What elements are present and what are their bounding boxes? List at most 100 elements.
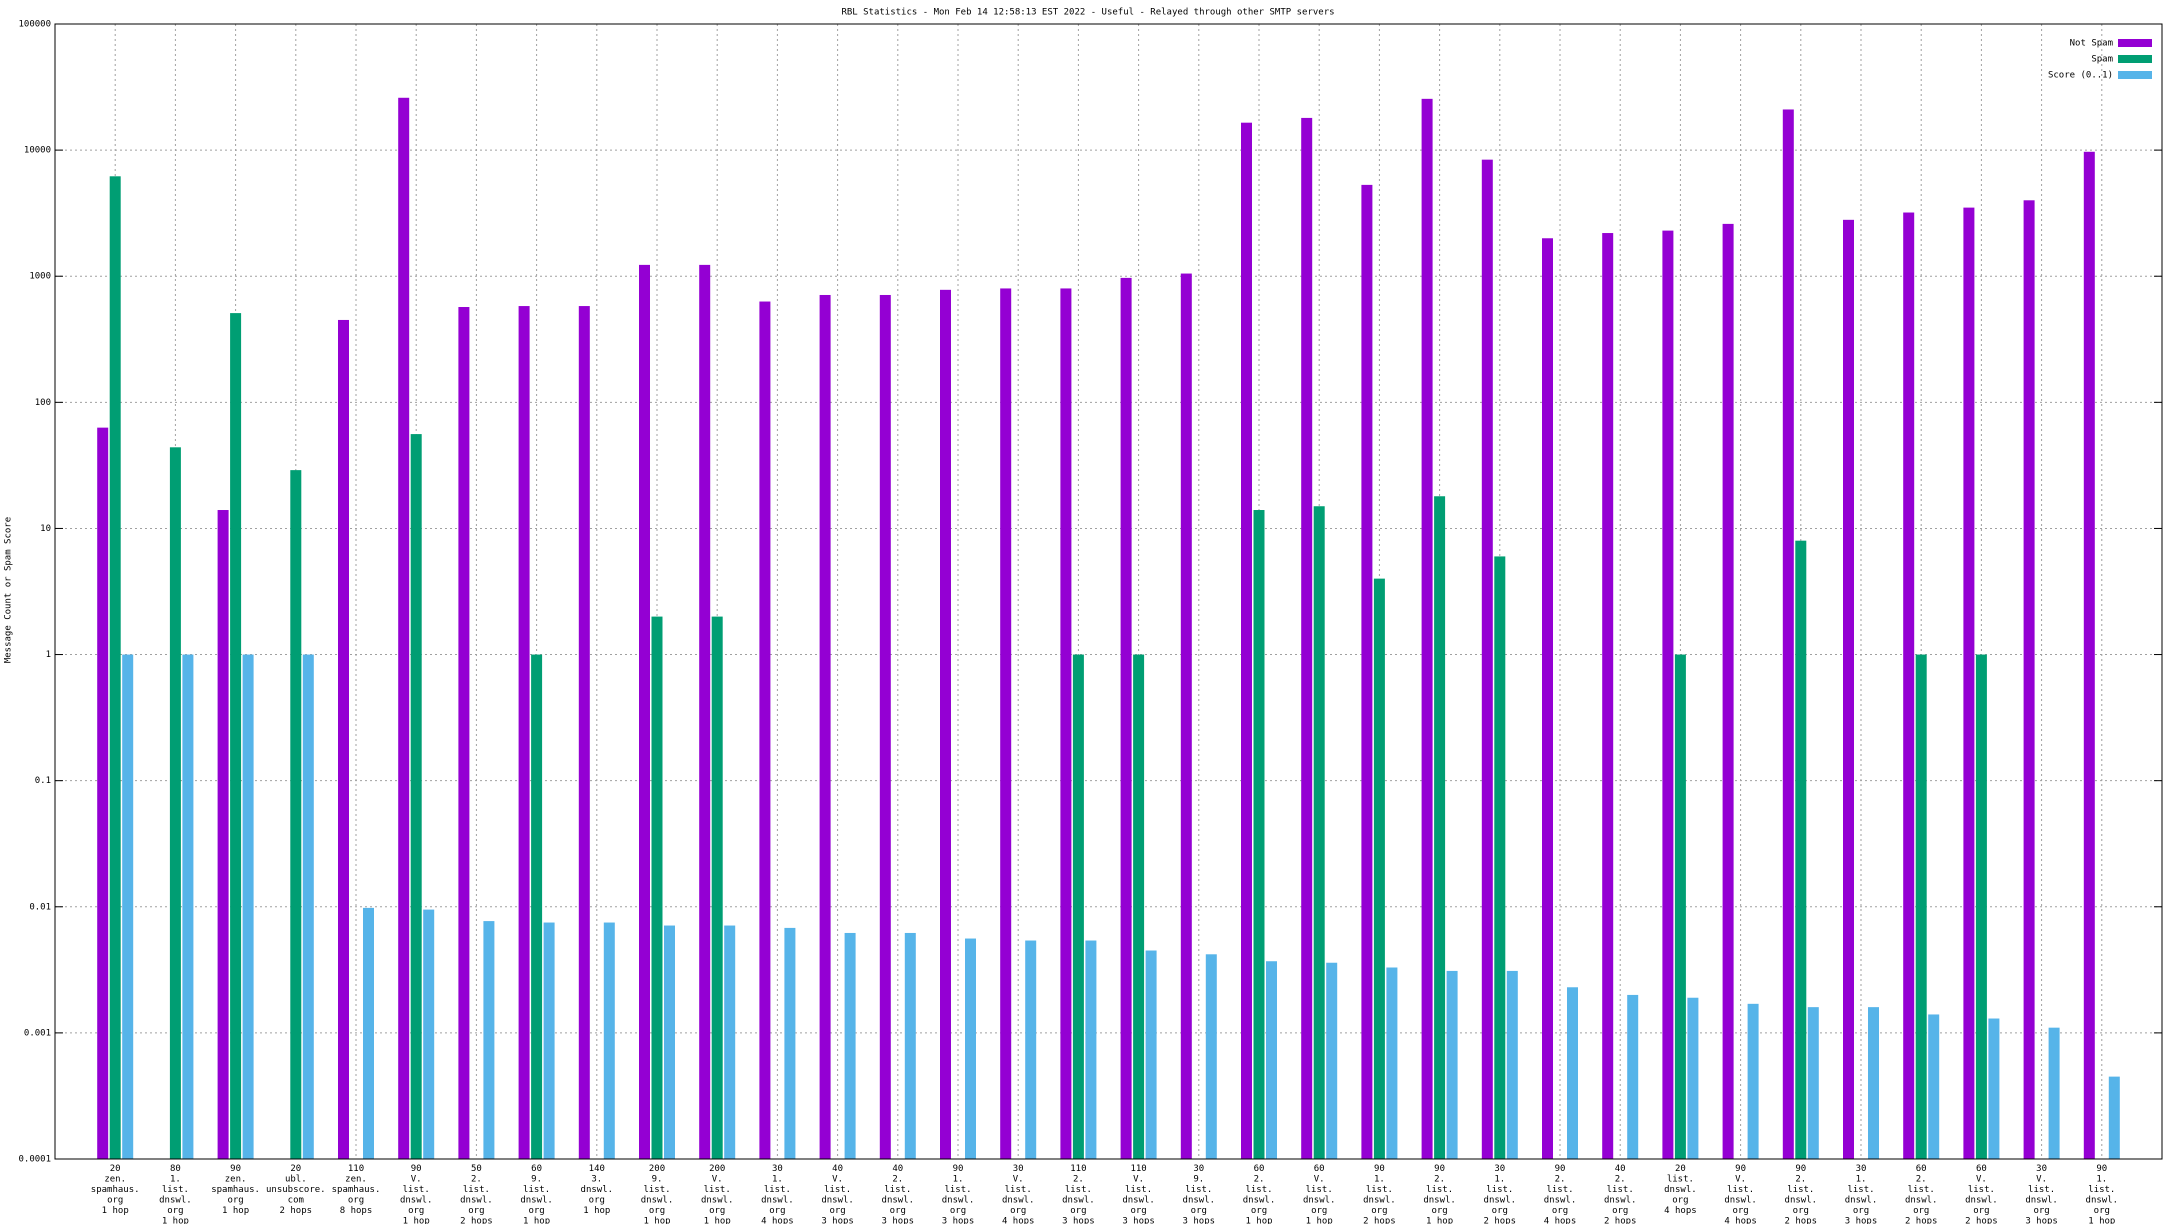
bar (2048, 1027, 2060, 1159)
x-tick-label-line: 90 (2096, 1164, 2107, 1174)
x-tick-label: 90 1. list. dnswl. org 2 hops (1363, 1164, 1396, 1224)
x-tick-label-line: V. (2036, 1174, 2047, 1184)
x-tick-label-line: 4 hops (761, 1216, 794, 1224)
x-tick-label-line: 9. (652, 1174, 663, 1184)
x-tick-label-line: 3 hops (1845, 1216, 1878, 1224)
bar (398, 97, 410, 1160)
x-tick-label: 60 V. list. dnswl. org 1 hop (1303, 1164, 1336, 1224)
x-tick-label: 60 V. list. dnswl. org 2 hops (1965, 1164, 1998, 1224)
x-tick-label-line: V. (1314, 1174, 1325, 1184)
x-tick-label-line: dnswl. (821, 1195, 854, 1205)
y-tick-label: 0.001 (24, 1028, 51, 1038)
bar (940, 289, 951, 1159)
x-tick-label-line: 20 (110, 1164, 121, 1174)
bar (1301, 117, 1313, 1159)
bar (1506, 970, 1518, 1159)
x-tick-label-line: dnswl. (1122, 1195, 1155, 1205)
bar (2083, 151, 2095, 1159)
x-tick-label-line: 1. (2096, 1174, 2107, 1184)
bar (1145, 950, 1157, 1159)
x-tick-label-line: 40 (1615, 1164, 1626, 1174)
x-tick-label-line: 200 (649, 1164, 665, 1174)
x-tick-label-line: dnswl. (882, 1195, 915, 1205)
bar (639, 264, 650, 1160)
x-tick-label-line: list. (1847, 1185, 1874, 1195)
x-tick-label: 90 2. list. dnswl. org 2 hops (1785, 1164, 1818, 1224)
x-tick-label-line: list. (1306, 1185, 1333, 1195)
x-tick-label-line: 90 (411, 1164, 422, 1174)
x-tick-label-line: 90 (1735, 1164, 1746, 1174)
x-tick-label-line: org (1070, 1206, 1086, 1216)
bar (518, 306, 530, 1159)
bar (338, 319, 349, 1160)
y-tick-label: 0.1 (35, 776, 51, 786)
x-tick-label-line: list. (1908, 1185, 1935, 1195)
x-tick-label-line: dnswl. (1604, 1195, 1637, 1205)
y-tick-label: 0.0001 (18, 1155, 51, 1165)
x-tick-label-line: org (890, 1206, 906, 1216)
bar (1481, 159, 1493, 1159)
x-tick-label-line: 40 (892, 1164, 903, 1174)
x-tick-label-line: org (1311, 1206, 1327, 1216)
x-tick-label-line: 2 hops (1363, 1216, 1396, 1224)
legend-label: Score (0..1) (2048, 71, 2113, 81)
bar (1782, 109, 1794, 1159)
bar (1928, 1014, 1940, 1159)
x-tick-label-line: org (1672, 1195, 1688, 1205)
x-tick-label-line: 110 (1070, 1164, 1086, 1174)
bar (1120, 277, 1132, 1159)
bar (1843, 219, 1854, 1159)
x-tick-label-line: org (950, 1206, 966, 1216)
x-tick-label: 200 9. list. dnswl. org 1 hop (641, 1164, 674, 1224)
x-tick-label-line: org (1371, 1206, 1387, 1216)
bar (217, 510, 229, 1159)
x-tick-label-line: dnswl. (1243, 1195, 1276, 1205)
x-tick-label-line: 2. (1555, 1174, 1566, 1184)
x-tick-label-line: dnswl. (942, 1195, 975, 1205)
x-tick-label: 90 1. list. dnswl. org 3 hops (942, 1164, 975, 1224)
x-tick-label-line: list. (764, 1185, 791, 1195)
x-tick-label-line: 30 (1494, 1164, 1505, 1174)
x-tick-label-line: org (829, 1206, 845, 1216)
bar (1963, 207, 1975, 1159)
x-tick-label-line: 60 (1916, 1164, 1927, 1174)
x-tick-label-line: dnswl. (1785, 1195, 1818, 1205)
x-tick-label-line: 200 (709, 1164, 725, 1174)
bar (290, 470, 302, 1159)
x-tick-label-line: dnswl. (460, 1195, 493, 1205)
bar (1674, 654, 1686, 1159)
bar (1687, 997, 1699, 1159)
x-tick-label-line: org (589, 1195, 605, 1205)
x-tick-label-line: dnswl. (761, 1195, 794, 1205)
x-tick-label: 60 9. list. dnswl. org 1 hop (520, 1164, 553, 1224)
bar (664, 925, 675, 1159)
bar (230, 313, 242, 1160)
x-tick-label-line: list. (884, 1185, 911, 1195)
x-tick-label-line: org (2033, 1206, 2049, 1216)
x-tick-label-line: 2. (1916, 1174, 1927, 1184)
bar (724, 925, 736, 1159)
x-tick-label-line: 60 (1314, 1164, 1325, 1174)
x-tick-label-line: 1 hop (162, 1216, 189, 1224)
x-tick-label-line: list. (463, 1185, 490, 1195)
x-tick-label: 20 zen. spamhaus. org 1 hop (91, 1164, 140, 1216)
bar (169, 447, 181, 1159)
bar (1662, 230, 1674, 1160)
x-tick-label-line: dnswl. (1423, 1195, 1456, 1205)
plot-frame (54, 23, 2163, 1160)
x-tick-label-line: 60 (1254, 1164, 1265, 1174)
bar (363, 907, 374, 1159)
x-tick-label-line: dnswl. (520, 1195, 553, 1205)
x-tick-label-line: spamhaus. (91, 1185, 140, 1195)
x-tick-label-line: 1 hop (222, 1206, 249, 1216)
bar (1747, 1003, 1759, 1159)
bar (879, 294, 891, 1159)
bar (844, 932, 856, 1159)
x-tick-label-line: 2 hops (1905, 1216, 1938, 1224)
x-tick-label: 80 1. list. dnswl. org 1 hop (159, 1164, 192, 1224)
x-tick-label-line: 2. (1795, 1174, 1806, 1184)
x-tick-label-line: 30 (2036, 1164, 2047, 1174)
x-tick-label-line: list. (1065, 1185, 1092, 1195)
x-tick-label-line: list. (1426, 1185, 1453, 1195)
x-tick-label-line: dnswl. (1905, 1195, 1938, 1205)
